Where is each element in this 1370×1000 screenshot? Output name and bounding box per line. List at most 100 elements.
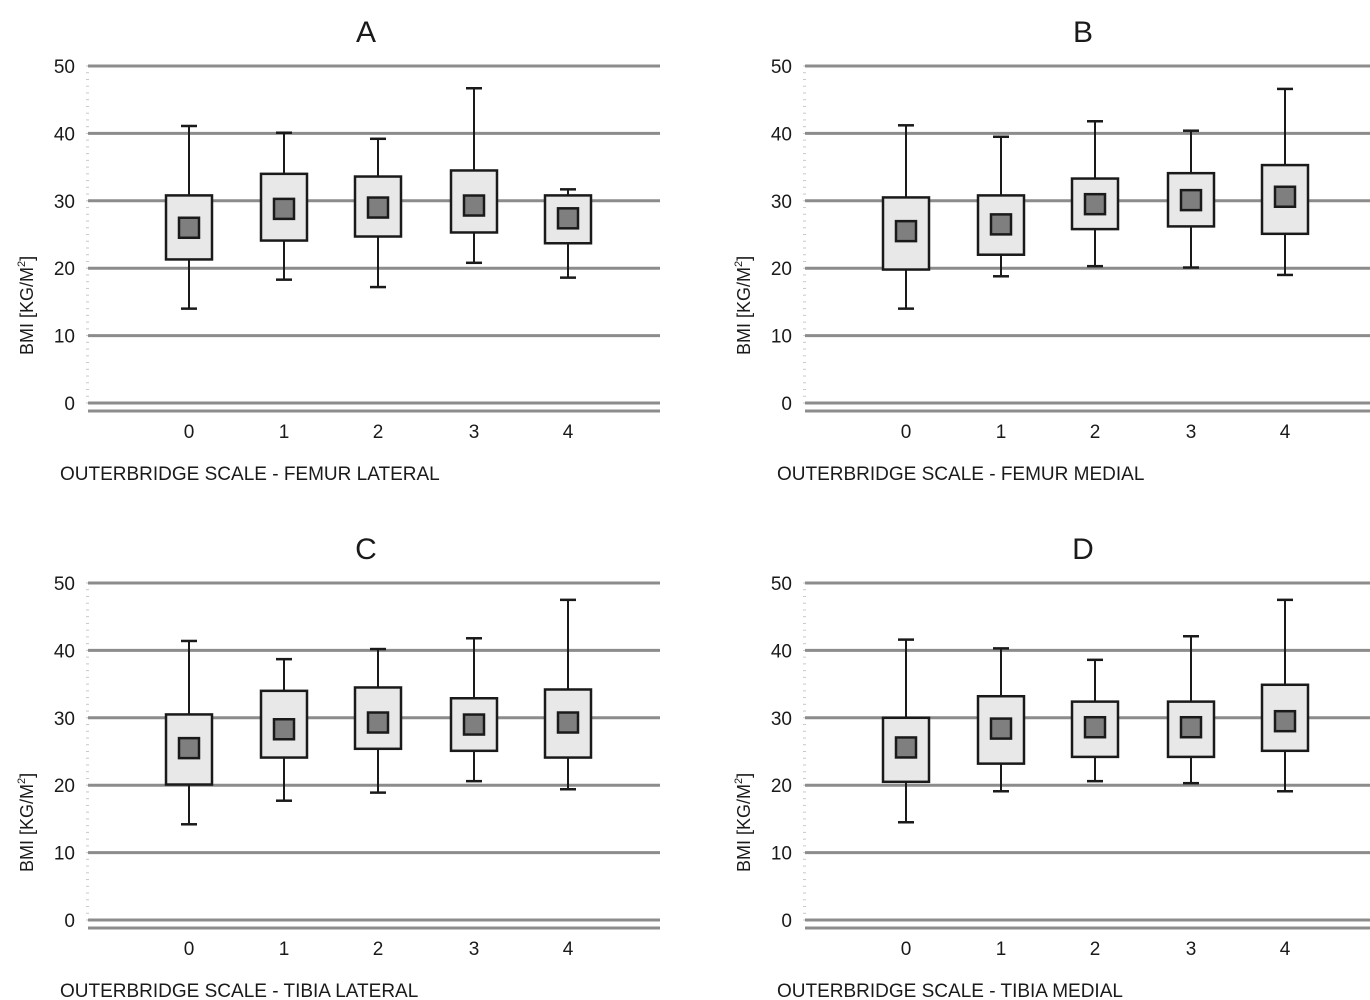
y-tick-label: 10 <box>54 844 75 865</box>
iqr-box <box>881 716 931 784</box>
median-marker <box>894 736 918 759</box>
y-axis-title-main: BMI [KG/M <box>734 784 754 872</box>
x-tick-label: 2 <box>1090 939 1101 960</box>
x-tick-label: 2 <box>373 939 384 960</box>
y-axis-title-superscript: 2 <box>16 778 28 784</box>
panel-d: 0 10 20 30 40 50 D 0 1 2 3 4 OUTERBRIDGE SCALE - TIB… <box>733 533 1370 1000</box>
y-axis-title-main: BMI [KG/M <box>17 784 37 872</box>
x-tick-label: 1 <box>279 422 290 443</box>
minor-ticks <box>86 582 89 921</box>
box-plot-3 <box>1166 129 1216 269</box>
panel-b: 0 10 20 30 40 50 B 0 1 2 3 4 OUTERBRIDGE SCALE - FEM… <box>733 16 1370 485</box>
x-tick-label: 2 <box>1090 422 1101 443</box>
x-tick-label: 0 <box>184 939 195 960</box>
y-axis-title-main: BMI [KG/M <box>17 267 37 355</box>
x-tick-label: 4 <box>1280 939 1291 960</box>
y-tick-label: 50 <box>54 57 75 78</box>
x-tick-label: 3 <box>469 422 480 443</box>
y-axis-title: BMI [KG/M2] <box>16 256 37 355</box>
y-tick-label: 30 <box>54 709 75 730</box>
box-plot-2 <box>1070 658 1120 783</box>
y-axis-title-superscript: 2 <box>733 778 745 784</box>
y-tick-label: 0 <box>64 911 75 932</box>
box-plot-0 <box>164 124 214 310</box>
box-plot-2 <box>1070 120 1120 268</box>
median-marker <box>462 194 486 217</box>
minor-ticks <box>803 582 806 921</box>
y-tick-label: 10 <box>54 327 75 348</box>
box-plot-0 <box>881 124 931 310</box>
y-axis-title: BMI [KG/M2] <box>16 773 37 872</box>
y-tick-label: 50 <box>771 57 792 78</box>
box-plot-1 <box>976 647 1026 793</box>
y-tick-label: 40 <box>54 124 75 145</box>
y-tick-label: 50 <box>771 574 792 595</box>
x-tick-label: 1 <box>996 422 1007 443</box>
y-axis-title-close: ] <box>734 773 754 778</box>
x-tick-label: 2 <box>373 422 384 443</box>
median-marker <box>366 196 390 219</box>
y-tick-label: 40 <box>771 124 792 145</box>
y-tick-label: 40 <box>771 641 792 662</box>
x-tick-label: 1 <box>279 939 290 960</box>
box-plot-3 <box>449 86 499 265</box>
median-marker <box>177 736 201 760</box>
y-axis-title: BMI [KG/M2] <box>733 256 754 355</box>
y-tick-label: 20 <box>54 776 75 797</box>
x-axis-title: OUTERBRIDGE SCALE - FEMUR MEDIAL <box>777 464 1144 485</box>
box-plot-1 <box>259 131 309 281</box>
box-plot-1 <box>259 657 309 802</box>
y-tick-label: 20 <box>771 259 792 280</box>
x-tick-label: 3 <box>1186 422 1197 443</box>
median-marker <box>272 197 296 221</box>
median-marker <box>556 711 580 734</box>
x-tick-label: 3 <box>469 939 480 960</box>
x-axis-title: OUTERBRIDGE SCALE - TIBIA LATERAL <box>60 981 418 1000</box>
x-tick-label: 0 <box>901 422 912 443</box>
box-plot-4 <box>543 188 593 279</box>
y-axis-title-close: ] <box>17 773 37 778</box>
median-marker <box>177 216 201 240</box>
y-tick-label: 30 <box>771 192 792 213</box>
box-plot-4 <box>1260 598 1310 793</box>
median-marker <box>989 717 1013 740</box>
x-axis-title: OUTERBRIDGE SCALE - FEMUR LATERAL <box>60 464 440 485</box>
y-tick-label: 30 <box>771 709 792 730</box>
y-axis-title-main: BMI [KG/M <box>734 267 754 355</box>
median-marker <box>1083 715 1107 739</box>
median-marker <box>272 718 296 741</box>
x-axis-title: OUTERBRIDGE SCALE - TIBIA MEDIAL <box>777 981 1123 1000</box>
median-marker <box>894 219 918 243</box>
median-marker <box>1273 185 1297 209</box>
y-tick-label: 0 <box>781 394 792 415</box>
x-tick-label: 3 <box>1186 939 1197 960</box>
iqr-box <box>1166 171 1216 228</box>
panel-title: A <box>356 16 376 49</box>
box-plot-0 <box>881 638 931 824</box>
y-tick-label: 30 <box>54 192 75 213</box>
median-marker <box>989 213 1013 236</box>
x-tick-label: 4 <box>563 422 574 443</box>
minor-ticks <box>86 65 89 404</box>
y-tick-label: 10 <box>771 844 792 865</box>
box-plot-3 <box>1166 634 1216 785</box>
x-tick-label: 4 <box>563 939 574 960</box>
y-axis-title-superscript: 2 <box>16 261 28 267</box>
y-axis-title: BMI [KG/M2] <box>733 773 754 872</box>
x-tick-label: 4 <box>1280 422 1291 443</box>
median-marker <box>462 713 486 736</box>
y-tick-label: 20 <box>54 259 75 280</box>
y-tick-label: 20 <box>771 776 792 797</box>
y-tick-label: 0 <box>781 911 792 932</box>
median-marker <box>1273 709 1297 733</box>
y-axis-title-close: ] <box>734 256 754 261</box>
iqr-box <box>543 194 593 245</box>
panel-title: D <box>1072 533 1094 566</box>
median-marker <box>1179 188 1203 212</box>
panel-a: 0 10 20 30 40 50 A 0 1 2 3 4 OUTERBRIDGE SCALE - FEM… <box>16 16 660 485</box>
median-marker <box>366 711 390 734</box>
box-plot-2 <box>353 137 403 289</box>
box-plot-3 <box>449 637 499 783</box>
iqr-box <box>1260 683 1310 753</box>
